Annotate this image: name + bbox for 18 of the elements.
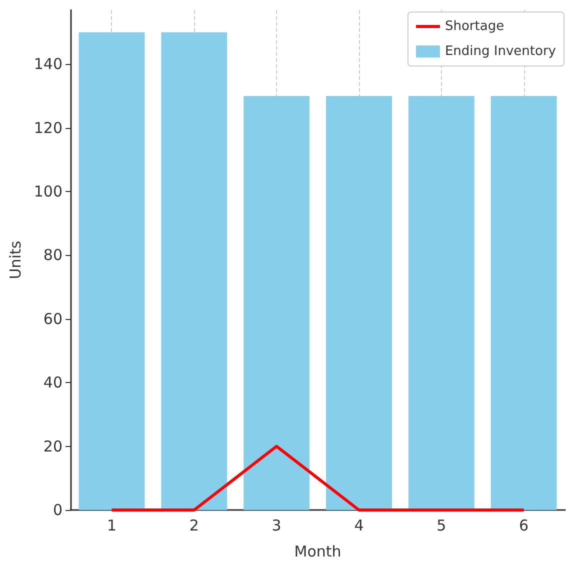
x-tick-label: 5: [436, 516, 446, 534]
y-tick-label: 140: [34, 55, 63, 74]
x-tick-label: 4: [354, 516, 364, 534]
x-tick-label: 1: [106, 516, 117, 534]
legend-label: Shortage: [444, 19, 504, 34]
y-tick-label: 40: [43, 374, 63, 392]
y-tick-label: 20: [43, 437, 63, 456]
legend-label: Ending Inventory: [444, 44, 556, 59]
y-tick-label: 80: [43, 246, 63, 264]
x-tick-label: 6: [519, 516, 529, 534]
y-tick-label: 60: [43, 310, 63, 328]
y-tick-label: 100: [34, 182, 63, 201]
y-axis-title: Units: [6, 240, 24, 280]
y-tick-label: 0: [52, 501, 63, 519]
x-tick-label: 3: [272, 516, 282, 534]
x-axis-title: Month: [294, 542, 342, 560]
x-tick-label: 2: [189, 516, 199, 534]
y-tick-label: 120: [34, 118, 63, 137]
